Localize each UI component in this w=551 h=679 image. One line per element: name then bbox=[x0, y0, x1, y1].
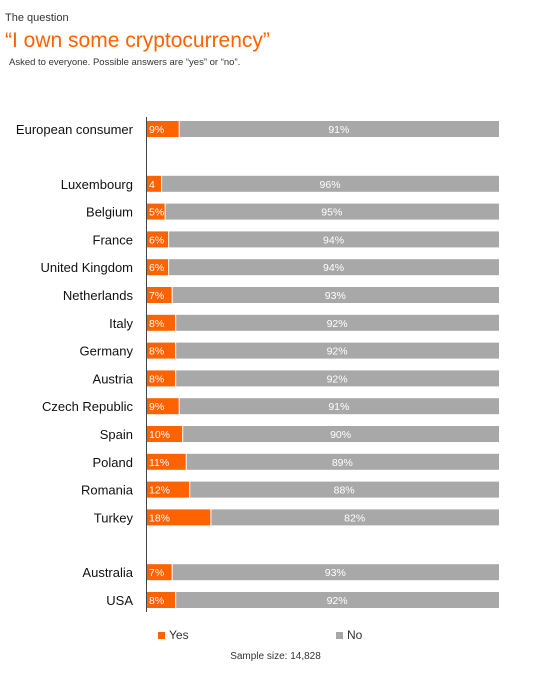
category-label: Poland bbox=[93, 455, 133, 470]
bar-yes bbox=[147, 564, 172, 581]
bar-no bbox=[172, 287, 499, 303]
category-label: Turkey bbox=[94, 510, 134, 525]
bar-yes bbox=[147, 314, 176, 331]
bar-yes bbox=[147, 231, 169, 248]
bar-yes bbox=[147, 398, 179, 415]
data-label-no: 92% bbox=[327, 373, 348, 385]
bar-no bbox=[169, 231, 499, 248]
bar-no bbox=[179, 398, 499, 415]
data-label-yes: 9% bbox=[149, 124, 164, 136]
data-label-yes: 7% bbox=[149, 290, 164, 302]
bar-no bbox=[186, 453, 499, 470]
bar-no bbox=[176, 342, 499, 359]
category-label: Italy bbox=[109, 316, 133, 331]
bar-no bbox=[176, 314, 499, 331]
data-label-yes: 5% bbox=[149, 207, 164, 219]
bar-yes bbox=[147, 203, 165, 220]
data-label-no: 82% bbox=[344, 512, 365, 524]
bar-yes bbox=[147, 342, 176, 359]
category-label: Luxembourg bbox=[61, 177, 133, 192]
data-label-yes: 8% bbox=[149, 373, 164, 385]
data-label-no: 92% bbox=[327, 346, 348, 358]
legend-no-label: No bbox=[347, 628, 363, 642]
data-label-no: 91% bbox=[328, 401, 349, 413]
chart-title: “I own some cryptocurrency” bbox=[5, 29, 270, 52]
data-label-no: 90% bbox=[330, 429, 351, 441]
data-label-yes: 11% bbox=[149, 457, 169, 469]
data-label-yes: 10% bbox=[149, 429, 170, 441]
bar-yes bbox=[147, 259, 169, 276]
bar-no bbox=[169, 259, 499, 276]
data-label-no: 94% bbox=[323, 234, 344, 246]
category-label: Australia bbox=[82, 565, 133, 580]
data-label-yes: 6% bbox=[149, 262, 164, 274]
bar-yes bbox=[147, 481, 190, 498]
category-label: Belgium bbox=[86, 205, 133, 220]
legend-no: No bbox=[336, 628, 362, 642]
category-label: Romania bbox=[81, 483, 134, 498]
bar-no bbox=[190, 481, 500, 498]
category-label: USA bbox=[106, 593, 133, 608]
data-label-no: 91% bbox=[328, 124, 349, 136]
category-label: Austria bbox=[93, 371, 134, 386]
bar-no bbox=[211, 509, 500, 526]
bar-no bbox=[165, 203, 499, 220]
data-label-yes: 12% bbox=[149, 485, 170, 497]
bar-yes bbox=[147, 509, 211, 526]
legend-yes-label: Yes bbox=[169, 628, 189, 642]
data-label-no: 92% bbox=[327, 595, 348, 607]
data-label-no: 95% bbox=[321, 207, 342, 219]
legend-no-swatch bbox=[336, 631, 343, 639]
data-label-yes: 8% bbox=[149, 318, 164, 330]
bar-yes bbox=[147, 426, 183, 442]
kicker: The question bbox=[5, 12, 69, 24]
bar-no bbox=[176, 370, 499, 387]
data-label-yes: 4 bbox=[149, 179, 155, 191]
bar-yes bbox=[147, 175, 162, 192]
category-label: European consumer bbox=[16, 122, 134, 137]
legend-yes-swatch bbox=[158, 631, 165, 639]
sample-size: Sample size: 14,828 bbox=[230, 651, 321, 662]
data-label-yes: 6% bbox=[149, 234, 164, 246]
category-label: United Kingdom bbox=[41, 260, 134, 275]
bar-no bbox=[176, 592, 499, 608]
bar-no bbox=[172, 564, 499, 581]
bar-no bbox=[183, 426, 499, 442]
bar-yes bbox=[147, 370, 176, 387]
data-label-no: 92% bbox=[327, 318, 348, 330]
bar-no bbox=[179, 121, 499, 137]
category-label: Germany bbox=[80, 344, 134, 359]
data-label-yes: 18% bbox=[149, 512, 170, 524]
bar-yes bbox=[147, 592, 176, 608]
data-label-no: 93% bbox=[325, 567, 346, 579]
bar-yes bbox=[147, 287, 172, 303]
data-label-yes: 8% bbox=[149, 346, 164, 358]
data-label-no: 96% bbox=[320, 179, 341, 191]
data-label-no: 88% bbox=[334, 485, 355, 497]
data-label-yes: 8% bbox=[149, 595, 164, 607]
data-label-yes: 9% bbox=[149, 401, 164, 413]
category-label: France bbox=[93, 232, 133, 247]
chart-subtitle: Asked to everyone. Possible answers are … bbox=[9, 57, 241, 68]
data-label-no: 93% bbox=[325, 290, 346, 302]
bar-yes bbox=[147, 453, 186, 470]
category-label: Czech Republic bbox=[42, 399, 134, 414]
data-label-yes: 7% bbox=[149, 567, 164, 579]
data-label-no: 89% bbox=[332, 457, 353, 469]
bar-yes bbox=[147, 121, 179, 137]
category-label: Netherlands bbox=[63, 288, 134, 303]
legend-yes: Yes bbox=[158, 628, 189, 642]
category-label: Spain bbox=[100, 427, 133, 442]
data-label-no: 94% bbox=[323, 262, 344, 274]
bar-no bbox=[162, 175, 499, 192]
